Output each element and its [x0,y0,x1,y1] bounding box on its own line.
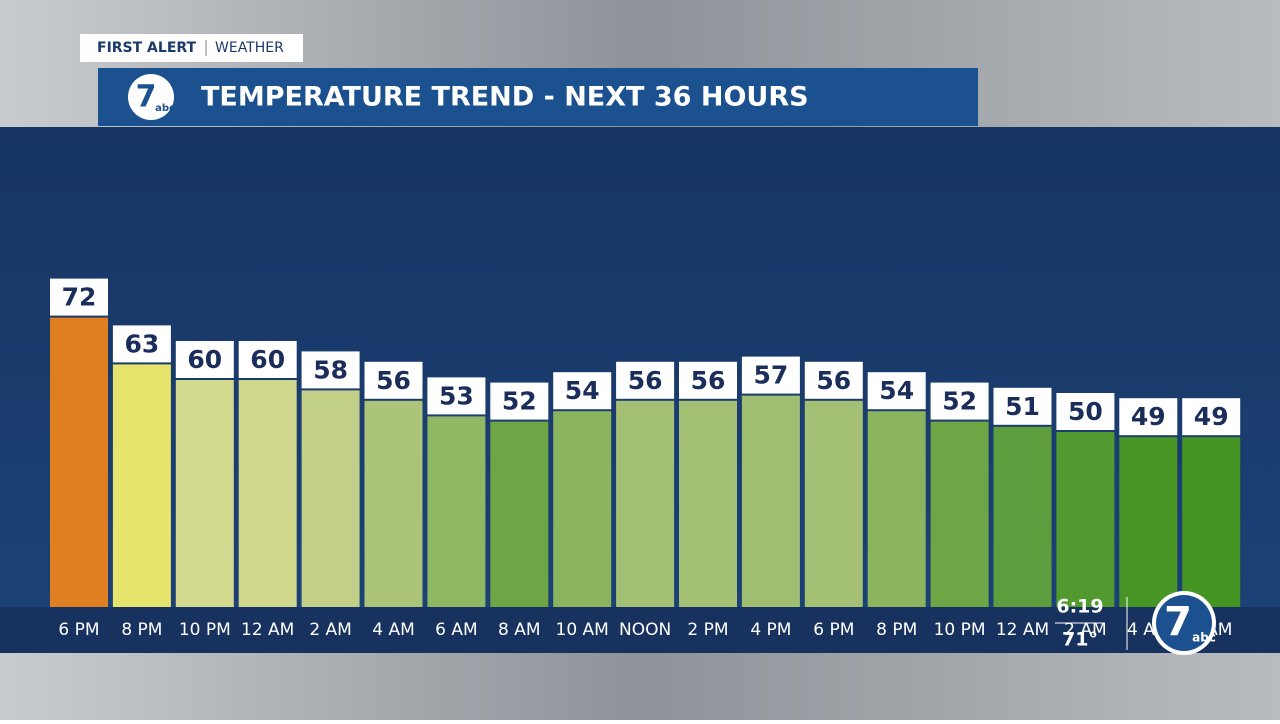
bar [238,380,297,607]
corner-logo-text: abc [1192,631,1216,645]
value-box [364,361,423,399]
x-tick-label: 2 AM [309,620,352,640]
value-label: 63 [125,329,160,358]
value-label: 57 [754,361,789,390]
bars: 72 6 PM 63 8 PM 60 10 PM 60 12 AM 58 2 AM 56 4 AM 53… [50,278,1241,640]
value-label: 56 [816,366,851,395]
value-label: 52 [942,387,977,416]
value-box [1119,398,1178,436]
value-box [930,382,989,420]
chart-title: TEMPERATURE TREND - NEXT 36 HOURS [201,82,809,113]
x-tick-label: 12 AM [996,620,1049,640]
bar [427,416,486,607]
x-tick-label: 2 AM [1064,620,1107,640]
value-box [50,278,108,316]
clock: 6:19 [1056,596,1103,618]
value-box [993,387,1052,425]
value-label: 56 [376,366,411,395]
logo-text: abc [155,103,175,114]
logo [128,74,174,120]
x-tick-label: 4 AM [372,620,415,640]
value-box [301,351,360,389]
x-tick-label: 10 PM [934,620,986,640]
value-box [427,377,486,415]
bar [1056,432,1115,607]
bar [112,364,171,607]
brand: FIRST ALERT [97,40,197,56]
bar [50,317,108,607]
value-label: 58 [313,355,348,384]
x-tick-label: 6 AM [435,620,478,640]
current-temp: 71° [1062,629,1098,651]
bar [616,400,675,607]
corner-logo-number: 7 [1164,599,1192,645]
value-box [1056,393,1115,430]
value-label: 60 [187,345,222,374]
bar [490,421,549,607]
value-label: 54 [879,376,914,405]
value-label: 54 [565,376,600,405]
bar [867,411,926,607]
bar [175,380,234,607]
bar [930,421,989,607]
bar [364,400,423,607]
bar [1119,437,1178,607]
value-box [679,361,737,399]
value-label: 49 [1194,402,1229,431]
value-label: 60 [250,345,285,374]
value-label: 50 [1068,397,1103,426]
bar [679,400,737,607]
bar [553,411,612,607]
value-box [490,382,549,420]
x-tick-label: 10 AM [556,620,609,640]
value-box [804,361,863,399]
value-label: 53 [439,381,474,410]
bar [741,395,800,607]
x-tick-label: 12 AM [241,620,294,640]
value-box [553,372,612,410]
x-tick-label: 4 PM [750,620,791,640]
clock-overlay: 6:19 71° 7 abc [1055,591,1216,655]
value-label: 56 [628,366,663,395]
value-label: 72 [62,283,97,312]
x-tick-label: 10 PM [179,620,231,640]
value-box [1182,398,1241,436]
logo-number: 7 [136,80,157,115]
x-tick-label: 6 PM [813,620,854,640]
x-tick-label: 8 PM [121,620,162,640]
title-bar [98,68,978,126]
value-box [175,341,234,378]
x-tick-label: 8 AM [498,620,541,640]
x-tick-label: 2 PM [687,620,728,640]
brand-tab [80,34,303,62]
value-label: 49 [1131,402,1166,431]
bar [1182,437,1241,607]
value-box [867,372,926,410]
bar [301,390,360,607]
x-tick-label: NOON [619,620,671,640]
value-box [238,341,297,378]
bar [804,400,863,607]
bar [993,426,1052,607]
value-label: 52 [502,387,537,416]
x-tick-label: 8 PM [876,620,917,640]
value-label: 51 [1005,392,1040,421]
x-tick-label: 6 PM [58,620,99,640]
value-label: 56 [691,366,726,395]
value-box [741,356,800,394]
section: WEATHER [215,40,284,56]
value-box [112,325,171,363]
corner-logo-inner [1156,595,1212,651]
label-strip [0,607,1280,653]
value-box [616,361,675,399]
